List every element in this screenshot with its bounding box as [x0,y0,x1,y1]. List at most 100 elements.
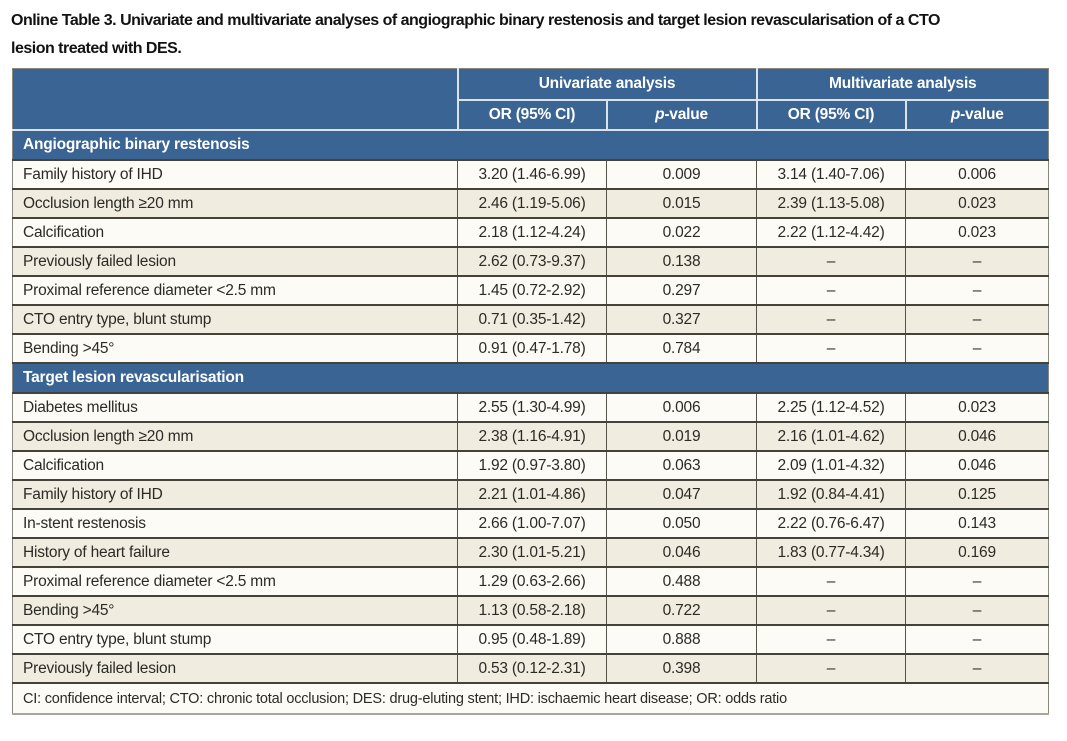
or-ci-label: OR (95% CI) [488,106,576,123]
footnote-text: CI: confidence interval; CTO: chronic to… [12,682,1049,714]
uni-or-value: 2.18 (1.12-4.24) [457,217,607,247]
uni-p-value: 0.063 [605,450,757,480]
uni-or-value: 0.71 (0.35-1.42) [457,304,607,334]
multi-or-value: – [756,624,906,654]
row-label: Calcification [12,217,458,247]
row-label: In-stent restenosis [12,508,458,538]
multi-or-value: – [756,653,906,683]
row-label: Occlusion length ≥20 mm [12,188,458,218]
section-label: Angiographic binary restenosis [12,129,1049,160]
uni-or-value: 2.38 (1.16-4.91) [457,421,607,451]
table-row: Occlusion length ≥20 mm 2.38 (1.16-4.91)… [12,421,1049,451]
row-label: Previously failed lesion [12,653,458,683]
uni-or-value: 1.29 (0.63-2.66) [457,566,607,596]
analysis-table: Univariate analysis Multivariate analysi… [12,68,1050,715]
uni-p-value: 0.019 [605,421,757,451]
table-row: Diabetes mellitus 2.55 (1.30-4.99) 0.006… [12,392,1049,422]
multi-or-value: 1.92 (0.84-4.41) [756,479,906,509]
uni-or-value: 0.53 (0.12-2.31) [457,653,607,683]
multi-or-value: – [756,275,906,305]
multivariate-group-header: Multivariate analysis [755,68,1049,100]
table-row: CTO entry type, blunt stump 0.71 (0.35-1… [12,304,1049,334]
section-header-restenosis: Angiographic binary restenosis [12,129,1049,160]
uni-p-value: 0.722 [605,595,757,625]
uni-or-value: 2.46 (1.19-5.06) [457,188,607,218]
row-label: Previously failed lesion [12,246,458,276]
section-header-tlr: Target lesion revascularisation [12,362,1049,393]
row-label: History of heart failure [12,537,458,567]
table-row: Proximal reference diameter <2.5 mm 1.29… [12,566,1049,596]
multi-p-value: 0.023 [905,188,1049,218]
multi-p-value: – [905,275,1049,305]
row-label: Proximal reference diameter <2.5 mm [12,566,458,596]
row-label: CTO entry type, blunt stump [12,624,458,654]
uni-or-value: 2.21 (1.01-4.86) [457,479,607,509]
table-row: Calcification 1.92 (0.97-3.80) 0.063 2.0… [12,450,1049,480]
multi-or-value: – [756,333,906,363]
multi-p-value: 0.046 [905,450,1049,480]
row-label: Occlusion length ≥20 mm [12,421,458,451]
multi-or-value: – [756,246,906,276]
uni-or-value: 1.92 (0.97-3.80) [457,450,607,480]
multi-or-value: 3.14 (1.40-7.06) [756,159,906,189]
multi-or-value: 1.83 (0.77-4.34) [756,537,906,567]
p-italic: p [950,106,961,123]
row-label: Proximal reference diameter <2.5 mm [12,275,458,305]
table-row: Previously failed lesion 2.62 (0.73-9.37… [12,246,1049,276]
row-label: Family history of IHD [12,159,458,189]
multi-p-value: – [905,566,1049,596]
multi-p-value: 0.169 [905,537,1049,567]
multi-or-value: 2.16 (1.01-4.62) [756,421,906,451]
multivariate-pvalue-header: p-value [904,99,1049,131]
multi-p-value: 0.006 [905,159,1049,189]
pvalue-label: -value [960,106,1004,123]
row-label: Bending >45° [12,333,458,363]
uni-or-value: 3.20 (1.46-6.99) [457,159,607,189]
row-label: Bending >45° [12,595,458,625]
multi-p-value: – [905,653,1049,683]
table-row: Bending >45° 1.13 (0.58-2.18) 0.722 – – [12,595,1049,625]
uni-or-value: 2.62 (0.73-9.37) [457,246,607,276]
section-label: Target lesion revascularisation [12,362,1049,393]
pvalue-label: -value [664,106,708,123]
uni-p-value: 0.050 [605,508,757,538]
table-row: Family history of IHD 3.20 (1.46-6.99) 0… [12,159,1049,189]
multi-p-value: 0.125 [905,479,1049,509]
multi-p-value: – [905,595,1049,625]
multi-p-value: 0.023 [905,392,1049,422]
multi-or-value: 2.09 (1.01-4.32) [756,450,906,480]
multivariate-or-header: OR (95% CI) [755,99,906,131]
uni-p-value: 0.398 [605,653,757,683]
row-label: Diabetes mellitus [12,392,458,422]
uni-p-value: 0.888 [605,624,757,654]
uni-p-value: 0.015 [605,188,757,218]
table-row: In-stent restenosis 2.66 (1.00-7.07) 0.0… [12,508,1049,538]
multi-p-value: 0.046 [905,421,1049,451]
multi-or-value: 2.39 (1.13-5.08) [756,188,906,218]
table-row: Bending >45° 0.91 (0.47-1.78) 0.784 – – [12,333,1049,363]
corner-header-cell [12,68,458,131]
multi-or-value: 2.25 (1.12-4.52) [756,392,906,422]
uni-p-value: 0.046 [605,537,757,567]
uni-or-value: 0.95 (0.48-1.89) [457,624,607,654]
uni-p-value: 0.022 [605,217,757,247]
sub-header-row: OR (95% CI) p-value OR (95% CI) p-value [13,99,1049,131]
table-row: Occlusion length ≥20 mm 2.46 (1.19-5.06)… [12,188,1049,218]
univariate-or-header: OR (95% CI) [456,99,607,131]
uni-or-value: 0.91 (0.47-1.78) [457,333,607,363]
row-label: Calcification [12,450,458,480]
uni-or-value: 2.30 (1.01-5.21) [457,537,607,567]
uni-p-value: 0.488 [605,566,757,596]
table-row: Proximal reference diameter <2.5 mm 1.45… [12,275,1049,305]
multi-p-value: – [905,246,1049,276]
uni-p-value: 0.138 [605,246,757,276]
or-ci-label: OR (95% CI) [787,106,875,123]
multi-p-value: – [905,624,1049,654]
multi-or-value: – [756,566,906,596]
table-row: Previously failed lesion 0.53 (0.12-2.31… [12,653,1049,683]
table-row: CTO entry type, blunt stump 0.95 (0.48-1… [12,624,1049,654]
table-row: History of heart failure 2.30 (1.01-5.21… [12,537,1049,567]
multi-p-value: 0.143 [905,508,1049,538]
group-header-row: Univariate analysis Multivariate analysi… [12,68,1049,131]
